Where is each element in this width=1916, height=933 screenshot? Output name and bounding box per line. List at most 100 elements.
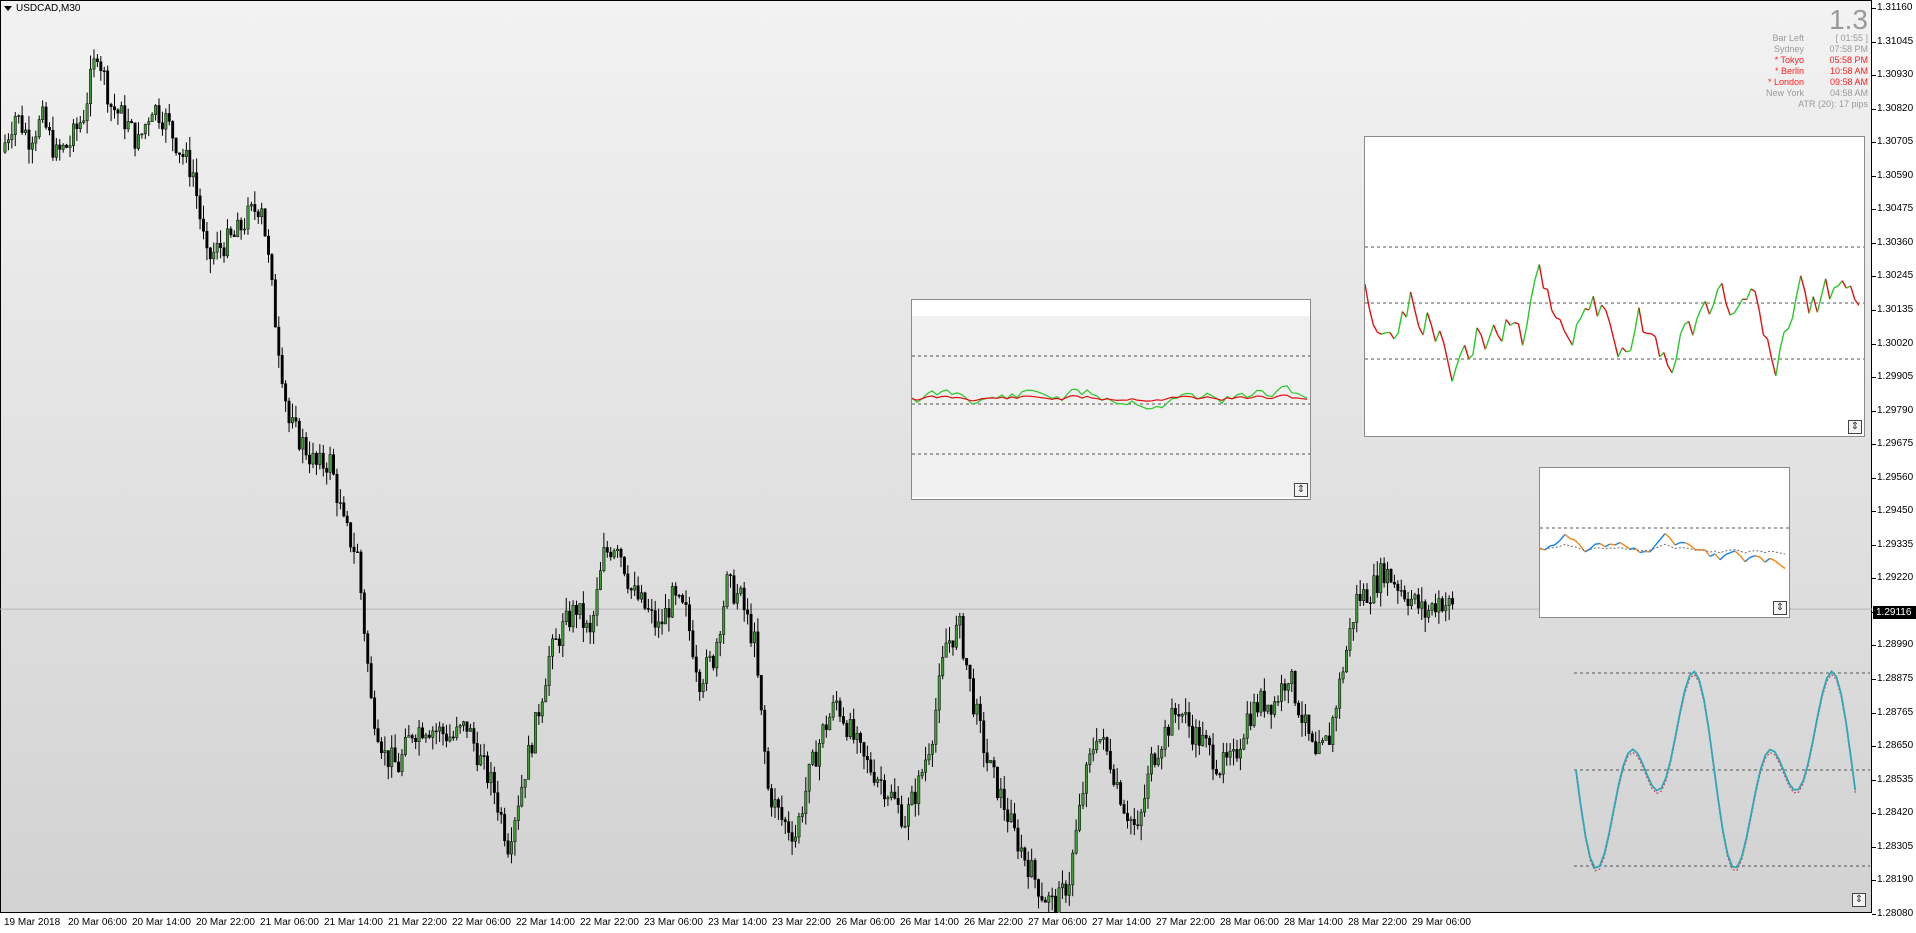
- candle-body: [311, 452, 315, 465]
- resize-arrows-icon[interactable]: ⇕: [1848, 420, 1862, 434]
- cci-segment: [1638, 307, 1644, 333]
- candle-body: [907, 804, 910, 827]
- price-tick-label: 1.29450: [1877, 505, 1914, 517]
- macd-segment: [1689, 544, 1696, 551]
- symbol-timeframe-label[interactable]: USDCAD,M30: [4, 3, 80, 14]
- tdi-indicator-panel[interactable]: USDCAD TDI (13,2,7) example ⇕: [911, 299, 1311, 500]
- price-tick: [1872, 712, 1876, 714]
- candle-body: [848, 719, 852, 737]
- panel-title[interactable]: M5 -USDCAD MACD (12,26,9) example: [1557, 469, 1772, 483]
- candle-body: [746, 609, 750, 615]
- candle-body: [232, 234, 236, 237]
- time-axis[interactable]: 19 Mar 2018 20 Mar 06:00 20 Mar 14:00 20 Ma…: [0, 913, 1872, 933]
- candle-body: [1136, 824, 1140, 826]
- cci-segment: [1812, 296, 1819, 313]
- candle-body: [181, 154, 185, 157]
- cci-segment: [1787, 317, 1794, 330]
- resize-arrows-icon[interactable]: ⇕: [1852, 893, 1866, 907]
- candle-body: [989, 760, 993, 764]
- candle-body: [349, 522, 353, 548]
- price-axis[interactable]: 1.31160 1.31045 1.30930 1.30820 1.30705 1.305…: [1872, 0, 1916, 919]
- triangle-down-icon: [4, 6, 12, 11]
- resize-arrows-icon[interactable]: ⇕: [1773, 601, 1787, 615]
- macd-segment: [1729, 550, 1736, 554]
- candle-body: [612, 550, 616, 558]
- time-tick-label: 28 Mar 14:00: [1284, 917, 1343, 928]
- candle-body: [599, 570, 602, 590]
- cci-segment: [1401, 311, 1408, 318]
- candle-body: [677, 595, 681, 597]
- candle-body: [1420, 601, 1424, 609]
- candle-body: [578, 603, 582, 615]
- cci-segment: [1804, 291, 1810, 314]
- macd-segment: [1624, 545, 1631, 550]
- candle-body: [342, 502, 346, 517]
- cci-segment: [1596, 304, 1603, 317]
- panel-title[interactable]: USDCAD CCI (14) example: [1540, 138, 1689, 152]
- candle-body: [1317, 742, 1321, 755]
- candle-body: [1444, 605, 1448, 612]
- candle-body: [900, 804, 904, 827]
- macd-indicator-panel[interactable]: M5 -USDCAD MACD (12,26,9) example ⇕: [1539, 467, 1790, 618]
- cci-segment: [1700, 301, 1706, 310]
- cci-indicator-panel[interactable]: USDCAD CCI (14) example ⇕: [1364, 136, 1865, 437]
- candle-body: [1081, 793, 1085, 806]
- cci-segment: [1381, 332, 1386, 335]
- candle-body: [609, 551, 613, 558]
- candle-body: [1362, 589, 1366, 601]
- session-name: * Berlin: [1774, 66, 1804, 76]
- candle-body: [1132, 819, 1136, 825]
- panel-title[interactable]: USDCAD TDI (13,2,7) example: [1027, 301, 1195, 315]
- candle-body: [708, 655, 712, 658]
- cci-segment: [1451, 366, 1457, 382]
- candle-body: [530, 745, 534, 754]
- candle-body: [930, 744, 934, 755]
- macd-segment: [1559, 533, 1566, 541]
- candle-body: [113, 106, 116, 111]
- resize-arrows-icon[interactable]: ⇕: [1294, 483, 1308, 497]
- candle-body: [13, 115, 17, 135]
- candle-body: [1399, 590, 1403, 592]
- candle-body: [568, 610, 572, 628]
- candle-body: [1112, 769, 1116, 785]
- cci-segment: [1717, 282, 1723, 290]
- candle-body: [1102, 737, 1105, 740]
- candle-body: [1143, 798, 1147, 813]
- price-tick-label: 1.30135: [1877, 303, 1914, 315]
- candle-body: [523, 779, 527, 788]
- candle-body: [920, 772, 924, 777]
- candle-body: [674, 586, 678, 596]
- candle-body: [1173, 708, 1177, 715]
- candle-body: [1321, 740, 1324, 743]
- candle-body: [537, 712, 541, 717]
- cci-segment: [1626, 349, 1631, 353]
- candle-body: [1379, 563, 1383, 593]
- candle-body: [616, 548, 620, 552]
- candle-body: [1235, 749, 1239, 759]
- stochastic-indicator-panel[interactable]: ⇕: [1574, 629, 1870, 911]
- cci-segment: [1409, 291, 1416, 311]
- candle-body: [602, 547, 606, 571]
- cci-segment: [1563, 330, 1569, 339]
- candle-body: [164, 113, 168, 130]
- candle-body: [256, 211, 260, 218]
- candle-body: [903, 825, 907, 828]
- candle-body: [1365, 589, 1369, 603]
- candle-body: [1033, 860, 1037, 880]
- candle-body: [841, 716, 845, 724]
- cci-segment: [1783, 328, 1789, 333]
- cci-segment: [1534, 264, 1540, 280]
- candle-body: [1184, 712, 1188, 715]
- candle-body: [1266, 704, 1270, 712]
- candle-body: [1252, 702, 1256, 726]
- candle-body: [1149, 753, 1153, 775]
- candle-body: [804, 790, 808, 814]
- candle-body: [694, 656, 698, 673]
- candle-body: [845, 722, 849, 737]
- tdi-slow-line: [912, 394, 1308, 402]
- price-tick-label: 1.28875: [1877, 673, 1914, 684]
- macd-segment: [1734, 550, 1741, 557]
- candle-body: [807, 763, 811, 792]
- cci-segment: [1555, 317, 1561, 321]
- candle-body: [58, 144, 62, 150]
